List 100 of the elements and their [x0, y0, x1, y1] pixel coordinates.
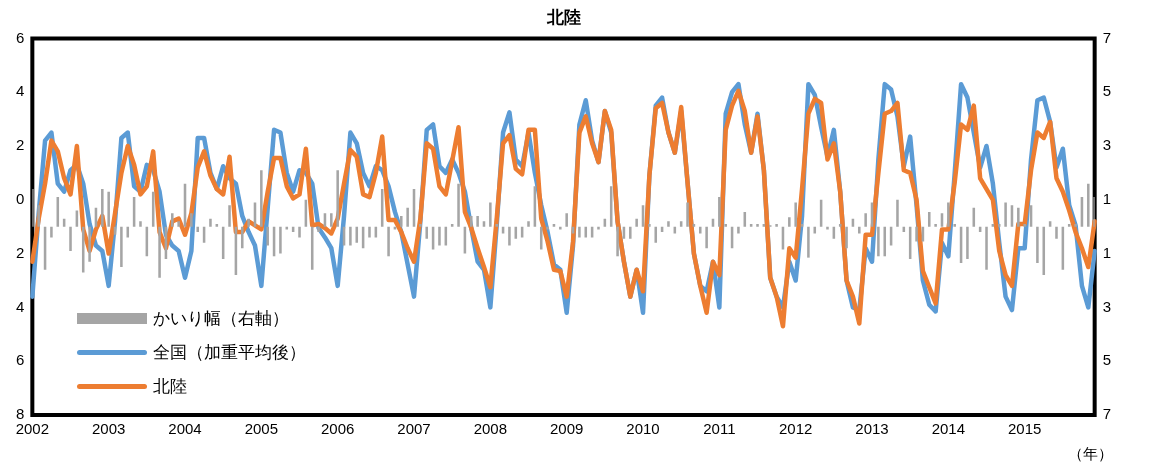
x-tick-label: 2015	[1008, 420, 1042, 438]
x-tick-label: 2007	[397, 420, 431, 438]
y2-tick-label: 5	[1102, 351, 1111, 369]
bar	[495, 224, 498, 227]
bar	[698, 226, 702, 234]
bar	[419, 224, 422, 227]
x-tick-label: 2011	[703, 420, 736, 438]
bar	[139, 221, 142, 227]
bar	[81, 226, 85, 273]
bar	[260, 170, 263, 227]
bar	[368, 226, 371, 238]
bar	[794, 202, 797, 227]
bar	[788, 217, 791, 227]
bar	[1004, 202, 1007, 227]
bar	[120, 226, 123, 268]
bar	[1036, 226, 1039, 264]
bar	[966, 226, 969, 259]
bar	[718, 197, 721, 227]
bar	[438, 226, 441, 246]
bar	[1042, 226, 1046, 276]
y2-tick-label: 7	[1102, 405, 1111, 423]
bar	[807, 226, 810, 258]
x-tick-label: 2008	[473, 420, 508, 438]
y2-tick-label: 1	[1102, 189, 1111, 207]
bar	[1087, 183, 1090, 227]
bar	[310, 226, 314, 270]
bar	[654, 226, 658, 243]
bar	[107, 191, 110, 227]
bar	[527, 221, 530, 227]
bar	[635, 218, 638, 227]
legend-label: 全国（加重平均後）	[153, 341, 307, 364]
bar	[349, 226, 352, 246]
bar	[190, 213, 193, 227]
bar	[584, 226, 588, 238]
bar	[489, 202, 492, 227]
x-axis-title: （年）	[1067, 445, 1113, 462]
x-tick-label: 2003	[91, 420, 126, 438]
bar	[686, 202, 689, 227]
bar	[298, 226, 301, 238]
bar	[928, 211, 931, 227]
bar	[539, 226, 543, 250]
y-tick-label: 6	[16, 351, 25, 369]
x-tick-label: 2002	[15, 420, 50, 438]
chart-title: 北陸	[545, 7, 581, 27]
bar	[1023, 224, 1026, 227]
bar	[171, 213, 174, 227]
bar	[578, 226, 581, 238]
bar	[775, 224, 778, 227]
x-tick-label: 2010	[626, 420, 660, 438]
bar	[228, 205, 231, 227]
bar	[247, 218, 250, 227]
y-tick-label: 0	[16, 189, 25, 207]
bar	[508, 226, 511, 246]
y-tick-label: 6	[16, 28, 25, 46]
bar	[266, 226, 269, 246]
bar	[813, 226, 817, 234]
bar	[469, 215, 473, 227]
bar	[934, 224, 937, 227]
bar	[406, 207, 409, 227]
bar	[50, 226, 53, 238]
bar	[240, 226, 244, 249]
bar	[858, 226, 861, 234]
y-tick-label: 2	[16, 136, 25, 154]
bar	[317, 226, 320, 233]
bar	[705, 226, 708, 249]
bar	[756, 224, 759, 227]
bar	[476, 215, 479, 227]
bar	[336, 170, 339, 227]
bar	[915, 226, 918, 242]
x-tick-label: 2004	[168, 420, 202, 438]
legend-label: かいり幅（右軸）	[153, 307, 290, 330]
x-tick-label: 2006	[320, 420, 355, 438]
bar	[985, 226, 988, 270]
bar	[355, 226, 359, 243]
x-tick-label: 2009	[549, 420, 584, 438]
bar	[737, 226, 740, 234]
y2-tick-label: 1	[1102, 243, 1111, 261]
bar	[279, 226, 282, 254]
y2-tick-label: 3	[1102, 297, 1111, 315]
y-tick-label: 8	[16, 405, 25, 423]
bar	[400, 215, 403, 227]
bar	[37, 205, 40, 227]
y-tick-label: 4	[16, 297, 25, 315]
bar	[629, 226, 632, 239]
bar	[209, 218, 212, 227]
bar	[177, 221, 180, 227]
x-tick-label: 2005	[244, 420, 279, 438]
bar	[877, 226, 880, 257]
bar	[196, 226, 200, 233]
bar	[126, 226, 130, 238]
x-tick-label: 2012	[779, 420, 813, 438]
bar	[425, 226, 429, 239]
bar	[648, 224, 651, 227]
y2-tick-label: 3	[1102, 136, 1111, 154]
x-tick-label: 2013	[855, 420, 889, 438]
bar	[457, 183, 460, 227]
bar	[88, 226, 91, 262]
bar	[158, 226, 161, 278]
bar	[864, 213, 867, 227]
bar	[330, 213, 333, 227]
